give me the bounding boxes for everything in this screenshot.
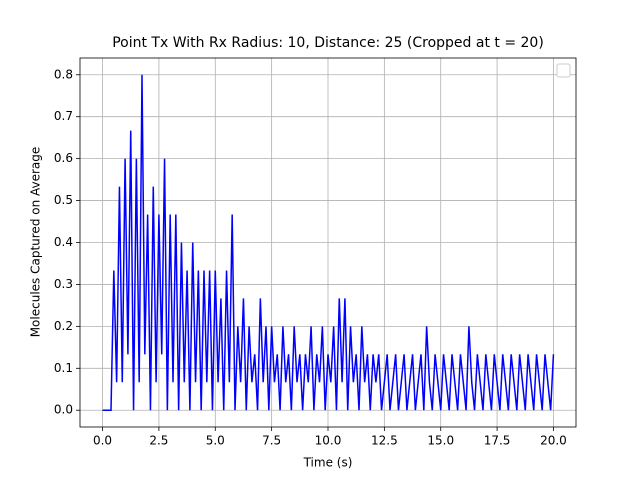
y-tick-label: 0.4 (54, 235, 73, 249)
y-axis-label: Molecules Captured on Average (29, 147, 43, 338)
x-tick-label: 17.5 (484, 434, 511, 448)
x-tick-label: 12.5 (371, 434, 398, 448)
x-tick-label: 7.5 (262, 434, 281, 448)
x-tick-label: 10.0 (315, 434, 342, 448)
plot-frame (79, 57, 577, 428)
y-tick-label: 0.5 (54, 193, 73, 207)
x-tick-label: 5.0 (206, 434, 225, 448)
y-tick-label: 0.1 (54, 361, 73, 375)
y-tick-label: 0.0 (54, 403, 73, 417)
y-tick-label: 0.7 (54, 109, 73, 123)
x-tick-label: 15.0 (427, 434, 454, 448)
y-tick-label: 0.8 (54, 67, 73, 81)
legend (556, 63, 571, 78)
x-tick-label: 20.0 (540, 434, 567, 448)
data-line (102, 74, 555, 411)
x-axis-label: Time (s) (303, 456, 353, 470)
y-tick-label: 0.2 (54, 319, 73, 333)
x-tick-label: 0.0 (93, 434, 112, 448)
x-tick-label: 2.5 (149, 434, 168, 448)
chart-title: Point Tx With Rx Radius: 10, Distance: 2… (112, 35, 544, 51)
y-tick-label: 0.6 (54, 151, 73, 165)
y-tick-label: 0.3 (54, 277, 73, 291)
